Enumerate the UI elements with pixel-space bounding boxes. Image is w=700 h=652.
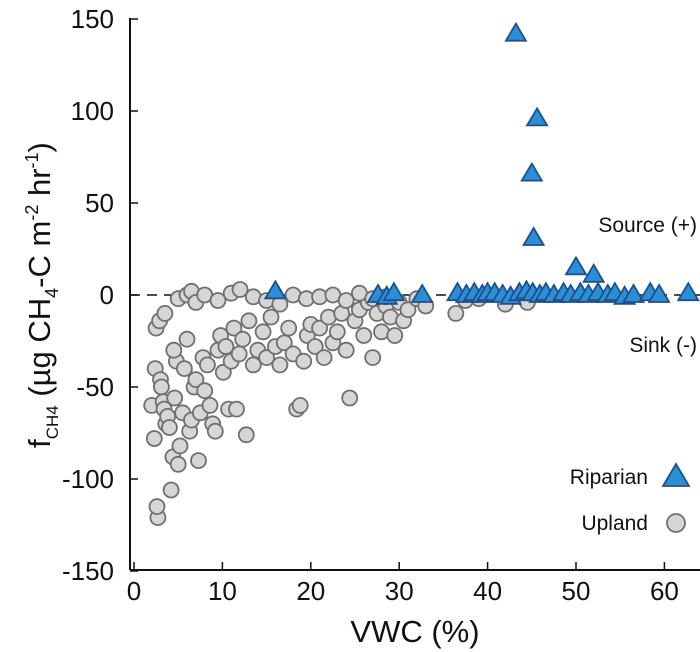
legend-marker-triangle-icon bbox=[663, 464, 689, 486]
y-tick-label: -100 bbox=[62, 464, 114, 494]
upland-point bbox=[157, 306, 172, 321]
upland-point bbox=[164, 483, 179, 498]
y-axis-title-mid: -C m bbox=[22, 221, 57, 288]
upland-point bbox=[150, 499, 165, 514]
upland-point bbox=[330, 324, 345, 339]
upland-point bbox=[208, 424, 223, 439]
upland-point bbox=[281, 321, 296, 336]
y-tick-label: -50 bbox=[76, 372, 114, 402]
riparian-point bbox=[506, 24, 526, 41]
upland-point bbox=[167, 391, 182, 406]
upland-point bbox=[448, 306, 463, 321]
legend-label-upland: Upland bbox=[581, 512, 648, 535]
upland-point bbox=[154, 380, 169, 395]
y-axis-title-sup2: -1 bbox=[22, 152, 42, 168]
y-axis-title-sup1: -2 bbox=[22, 205, 42, 221]
upland-point bbox=[200, 357, 215, 372]
sink-annotation: Sink (-) bbox=[629, 334, 697, 357]
y-axis-title-sub: 4 bbox=[42, 288, 62, 298]
x-tick-label: 0 bbox=[127, 576, 141, 606]
y-tick-label: 0 bbox=[100, 280, 114, 310]
x-tick-label: 50 bbox=[562, 576, 591, 606]
x-tick-label: 40 bbox=[473, 576, 502, 606]
upland-point bbox=[197, 383, 212, 398]
upland-point bbox=[177, 361, 192, 376]
upland-point bbox=[264, 310, 279, 325]
riparian-point bbox=[524, 228, 544, 245]
legend-marker-circle-icon bbox=[667, 514, 685, 532]
riparian-point bbox=[522, 164, 542, 181]
upland-point bbox=[191, 453, 206, 468]
upland-point bbox=[241, 313, 256, 328]
upland-point bbox=[387, 328, 402, 343]
x-tick-label: 30 bbox=[385, 576, 414, 606]
y-axis-title-close: ) bbox=[22, 142, 57, 152]
upland-point bbox=[180, 332, 195, 347]
y-axis-title-prefix-sub: CH4 bbox=[43, 405, 62, 439]
y-axis-title-mid2: hr bbox=[22, 168, 57, 204]
riparian-point bbox=[584, 265, 604, 282]
upland-point bbox=[147, 431, 162, 446]
y-tick-label: 50 bbox=[85, 188, 114, 218]
riparian-point bbox=[566, 257, 586, 274]
upland-point bbox=[203, 398, 218, 413]
upland-point bbox=[256, 324, 271, 339]
x-tick-label: 20 bbox=[296, 576, 325, 606]
upland-point bbox=[162, 420, 177, 435]
upland-point bbox=[232, 346, 247, 361]
legend-label-riparian: Riparian bbox=[570, 466, 648, 489]
y-axis-title-open: (µg CH bbox=[22, 298, 57, 405]
upland-point bbox=[272, 357, 287, 372]
x-axis-title: VWC (%) bbox=[350, 614, 479, 649]
upland-point bbox=[166, 343, 181, 358]
x-tick-label: 60 bbox=[650, 576, 679, 606]
upland-point bbox=[339, 343, 354, 358]
upland-point bbox=[235, 332, 250, 347]
upland-point bbox=[171, 457, 186, 472]
upland-point bbox=[356, 328, 371, 343]
upland-point bbox=[293, 398, 308, 413]
y-tick-label: 150 bbox=[71, 4, 114, 34]
upland-point bbox=[317, 350, 332, 365]
upland-point bbox=[342, 391, 357, 406]
y-tick-label: -150 bbox=[62, 556, 114, 586]
riparian-point bbox=[265, 281, 285, 298]
source-annotation: Source (+) bbox=[598, 214, 697, 237]
riparian-point bbox=[527, 108, 547, 125]
upland-point bbox=[296, 354, 311, 369]
riparian-point bbox=[678, 283, 698, 300]
x-tick-label: 10 bbox=[208, 576, 237, 606]
upland-point bbox=[239, 427, 254, 442]
y-axis-title: fCH4 (µg CH4-C m-2 hr-1) bbox=[22, 142, 62, 448]
upland-point bbox=[173, 438, 188, 453]
upland-point bbox=[229, 402, 244, 417]
y-tick-label: 100 bbox=[71, 96, 114, 126]
upland-point bbox=[365, 350, 380, 365]
legend: Riparian Upland bbox=[570, 464, 689, 535]
data-points bbox=[144, 24, 698, 525]
